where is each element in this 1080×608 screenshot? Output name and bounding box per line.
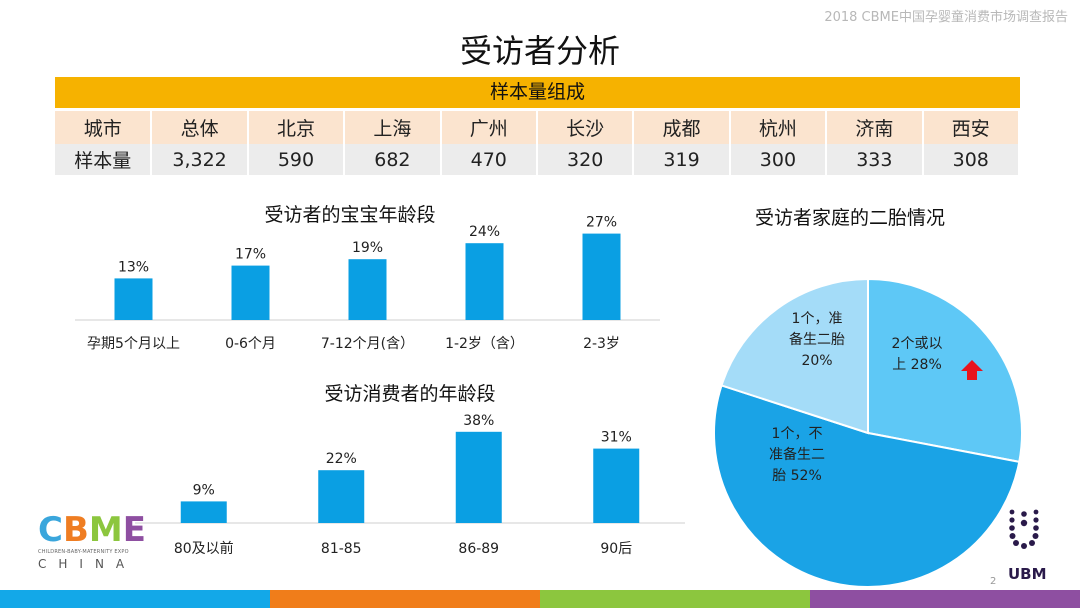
table-header-cell: 城市 bbox=[55, 111, 153, 144]
consumer-age-category-label: 86-89 bbox=[458, 541, 499, 557]
table-cell: 319 bbox=[633, 144, 731, 175]
consumer-age-bar bbox=[593, 448, 640, 523]
baby-age-data-label: 24% bbox=[469, 224, 500, 240]
table-cell: 300 bbox=[729, 144, 828, 175]
cbme-logo-letters: C B M E bbox=[38, 512, 158, 548]
baby-age-bar bbox=[348, 259, 387, 320]
table-cell: 308 bbox=[922, 144, 1021, 175]
baby-age-data-label: 19% bbox=[352, 240, 383, 256]
cbme-letter-e: E bbox=[122, 510, 146, 550]
table-header-cell: 广州 bbox=[440, 111, 538, 144]
pie-slice bbox=[713, 384, 1021, 588]
table-cell: 590 bbox=[247, 144, 346, 175]
pie-slice-label: 2个或以上 28% bbox=[891, 336, 943, 373]
cbme-letter-c: C bbox=[38, 510, 63, 550]
pie-slice bbox=[720, 277, 869, 435]
baby-age-data-label: 27% bbox=[586, 215, 617, 231]
table-cell: 样本量 bbox=[55, 144, 153, 175]
baby-age-category-label: 0-6个月 bbox=[225, 336, 276, 352]
sample-size-table: 城市 总体 北京 上海 广州 长沙 成都 杭州 济南 西安 样本量 3,322 … bbox=[55, 111, 1021, 175]
bottom-bar-segment bbox=[810, 590, 1080, 608]
ubm-logo-icon bbox=[1009, 509, 1039, 549]
baby-age-bar bbox=[582, 233, 621, 320]
table-header-cell: 济南 bbox=[826, 111, 924, 144]
consumer-age-chart-title: 受访消费者的年龄段 bbox=[324, 383, 496, 405]
bottom-bar-segment bbox=[270, 590, 540, 608]
report-header-note: 2018 CBME中国孕婴童消费市场调查报告 bbox=[824, 10, 1068, 25]
table-header-cell: 上海 bbox=[344, 111, 442, 144]
cbme-china: CHINA bbox=[38, 557, 137, 571]
pie-slice-label: 1个，不 准备生二胎 52% bbox=[769, 426, 825, 484]
table-header-cell: 杭州 bbox=[729, 111, 828, 144]
table-header-cell: 北京 bbox=[247, 111, 346, 144]
consumer-age-bar bbox=[455, 431, 502, 523]
page-number: 2 bbox=[990, 576, 997, 587]
baby-age-category-label: 7-12个月(含） bbox=[321, 336, 414, 352]
pie-slice bbox=[867, 277, 1023, 464]
consumer-age-data-label: 22% bbox=[326, 451, 357, 467]
table-header-cell: 总体 bbox=[151, 111, 249, 144]
consumer-age-data-label: 38% bbox=[463, 413, 494, 429]
cbme-letter-b: B bbox=[62, 510, 89, 550]
baby-age-chart-title: 受访者的宝宝年龄段 bbox=[264, 204, 436, 226]
consumer-age-category-label: 81-85 bbox=[321, 541, 362, 557]
consumer-age-data-label: 9% bbox=[193, 482, 215, 498]
table-row: 样本量 3,322 590 682 470 320 319 300 333 30… bbox=[55, 144, 1021, 175]
baby-age-bar bbox=[114, 278, 153, 320]
page-title: 受访者分析 bbox=[459, 32, 620, 70]
table-cell: 682 bbox=[344, 144, 442, 175]
baby-age-data-label: 17% bbox=[235, 247, 266, 263]
bottom-bar-segment bbox=[0, 590, 270, 608]
table-cell: 470 bbox=[440, 144, 538, 175]
cbme-letter-m: M bbox=[88, 510, 123, 550]
sample-table-title: 样本量组成 bbox=[55, 77, 1020, 108]
consumer-age-bar bbox=[318, 470, 365, 523]
bottom-bar-segment bbox=[540, 590, 810, 608]
table-header-row: 城市 总体 北京 上海 广州 长沙 成都 杭州 济南 西安 bbox=[55, 111, 1021, 144]
cbme-tagline: CHILDREN-BABY-MATERNITY EXPO bbox=[38, 549, 129, 555]
second-child-chart-title: 受访者家庭的二胎情况 bbox=[754, 207, 945, 229]
table-header-cell: 成都 bbox=[633, 111, 731, 144]
baby-age-data-label: 13% bbox=[118, 259, 149, 275]
baby-age-category-label: 1-2岁（含） bbox=[445, 336, 524, 352]
baby-age-category-label: 孕期5个月以上 bbox=[87, 336, 180, 352]
table-header-cell: 长沙 bbox=[536, 111, 635, 144]
cbme-logo: C B M E CHILDREN-BABY-MATERNITY EXPO CHI… bbox=[38, 512, 158, 574]
consumer-age-bar bbox=[180, 501, 227, 523]
pie-slice-label: 1个，准 备生二胎 20% bbox=[789, 311, 845, 369]
ubm-logo-text: UBM bbox=[1008, 565, 1047, 583]
bottom-color-bar bbox=[0, 590, 1080, 608]
table-cell: 333 bbox=[826, 144, 924, 175]
table-header-cell: 西安 bbox=[922, 111, 1021, 144]
consumer-age-category-label: 90后 bbox=[600, 541, 632, 557]
baby-age-category-label: 2-3岁 bbox=[583, 336, 620, 352]
table-cell: 3,322 bbox=[151, 144, 249, 175]
baby-age-bar bbox=[465, 243, 504, 320]
red-up-arrow-icon bbox=[961, 360, 983, 380]
table-cell: 320 bbox=[536, 144, 635, 175]
consumer-age-data-label: 31% bbox=[601, 430, 632, 446]
consumer-age-category-label: 80及以前 bbox=[174, 540, 234, 557]
baby-age-bar bbox=[231, 265, 270, 320]
